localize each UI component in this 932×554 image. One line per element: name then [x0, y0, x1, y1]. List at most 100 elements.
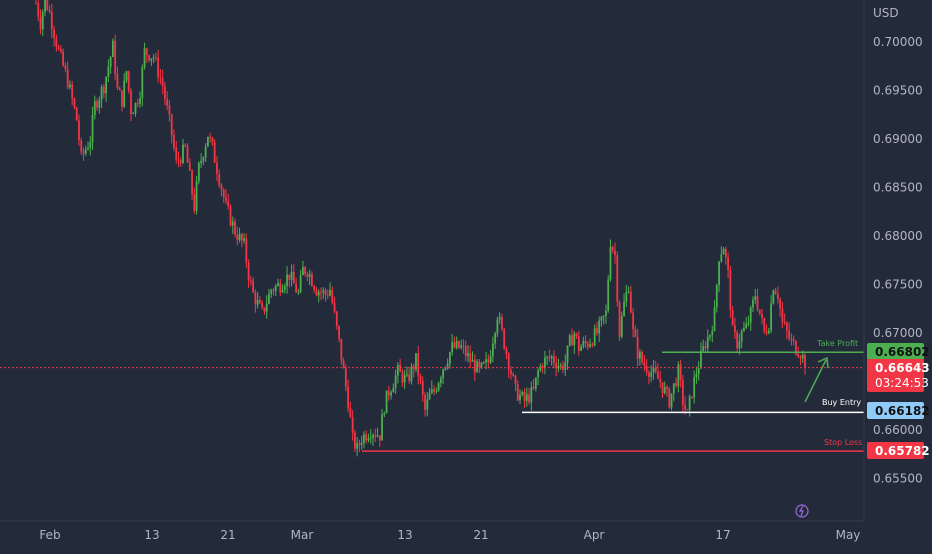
- candle-down: [681, 380, 684, 405]
- candle-up: [105, 76, 108, 94]
- candle-up: [301, 267, 304, 276]
- candle-down: [78, 120, 80, 141]
- candle-up: [568, 335, 571, 346]
- candle-up: [693, 377, 696, 398]
- candle-up: [498, 317, 501, 320]
- candle-down: [351, 417, 354, 433]
- candle-down: [799, 356, 802, 359]
- candle-down: [562, 365, 564, 370]
- candle-down: [512, 374, 515, 376]
- y-tick-label: 0.67000: [873, 326, 923, 340]
- candle-down: [643, 362, 646, 366]
- candle-down: [401, 371, 404, 383]
- candle-down: [170, 114, 173, 136]
- candle-down: [679, 364, 682, 381]
- x-tick-label: May: [836, 528, 861, 542]
- candle-down: [344, 368, 347, 387]
- candle-down: [648, 372, 650, 377]
- candle-down: [240, 233, 243, 241]
- candle-down: [229, 206, 232, 226]
- candle-down: [776, 294, 779, 300]
- candle-down: [661, 382, 664, 393]
- candle-up: [609, 247, 612, 280]
- x-tick-label: Apr: [584, 528, 605, 542]
- candle-down: [374, 435, 377, 437]
- candle-down: [225, 197, 227, 201]
- candle-down: [469, 353, 472, 362]
- candle-up: [627, 291, 630, 293]
- candle-up: [41, 11, 44, 30]
- take-profit-label: Take Profit: [816, 339, 858, 348]
- candle-up: [702, 346, 705, 351]
- candle-down: [245, 238, 248, 263]
- candle-down: [532, 386, 535, 389]
- candle-up: [460, 345, 463, 348]
- candle-down: [48, 9, 51, 12]
- x-tick-label: 13: [144, 528, 159, 542]
- candle-up: [415, 353, 417, 370]
- candle-down: [645, 365, 648, 373]
- candle-up: [392, 387, 395, 393]
- candle-down: [306, 273, 309, 277]
- candle-down: [53, 29, 55, 39]
- candle-down: [421, 381, 424, 395]
- currency-label: USD: [873, 6, 899, 20]
- candle-up: [410, 366, 413, 382]
- candle-up: [290, 271, 293, 280]
- candle-down: [191, 170, 193, 195]
- candle-up: [200, 160, 203, 163]
- candle-down: [788, 330, 791, 339]
- candle-down: [686, 409, 689, 411]
- candle-down: [487, 359, 490, 363]
- candle-up: [672, 383, 675, 394]
- candle-up: [93, 101, 96, 115]
- candle-down: [503, 328, 506, 349]
- candle-down: [611, 247, 614, 251]
- candle-up: [396, 364, 399, 376]
- candle-up: [367, 438, 370, 441]
- candle-up: [722, 248, 725, 255]
- candle-down: [55, 38, 58, 47]
- candle-down: [295, 283, 298, 293]
- lightning-icon[interactable]: [795, 504, 809, 518]
- candle-up: [747, 322, 750, 324]
- candle-up: [98, 99, 101, 108]
- candle-down: [82, 151, 85, 154]
- candle-up: [573, 333, 576, 346]
- x-tick-label: 13: [397, 528, 412, 542]
- candle-up: [539, 365, 542, 371]
- candle-up: [700, 350, 702, 369]
- candle-up: [84, 149, 87, 154]
- candle-up: [206, 136, 209, 147]
- candle-down: [263, 307, 266, 312]
- candle-down: [727, 257, 729, 270]
- candle-down: [259, 299, 261, 304]
- candle-down: [505, 348, 508, 354]
- candle-down: [577, 336, 580, 351]
- level-labels: Take Profit Buy Entry Stop Loss 0.66802 …: [816, 339, 930, 459]
- y-tick-label: 0.67500: [873, 278, 923, 292]
- candle-down: [234, 221, 236, 235]
- candle-up: [430, 389, 433, 394]
- candle-up: [182, 144, 184, 163]
- candle-up: [231, 221, 234, 226]
- candle-down: [761, 313, 763, 319]
- candle-down: [553, 356, 555, 363]
- candle-up: [152, 57, 155, 59]
- candle-up: [580, 346, 582, 351]
- candle-up: [322, 290, 325, 293]
- y-tick-label: 0.66000: [873, 423, 923, 437]
- candle-down: [354, 432, 356, 449]
- candle-down: [458, 341, 460, 348]
- candle-up: [394, 375, 397, 388]
- last-price-badge: [867, 359, 924, 392]
- candle-up: [480, 362, 483, 368]
- candle-up: [125, 71, 128, 81]
- candle-down: [340, 338, 343, 361]
- candle-up: [559, 365, 562, 367]
- candle-up: [638, 352, 641, 359]
- candle-up: [308, 274, 311, 277]
- candle-down: [313, 286, 316, 291]
